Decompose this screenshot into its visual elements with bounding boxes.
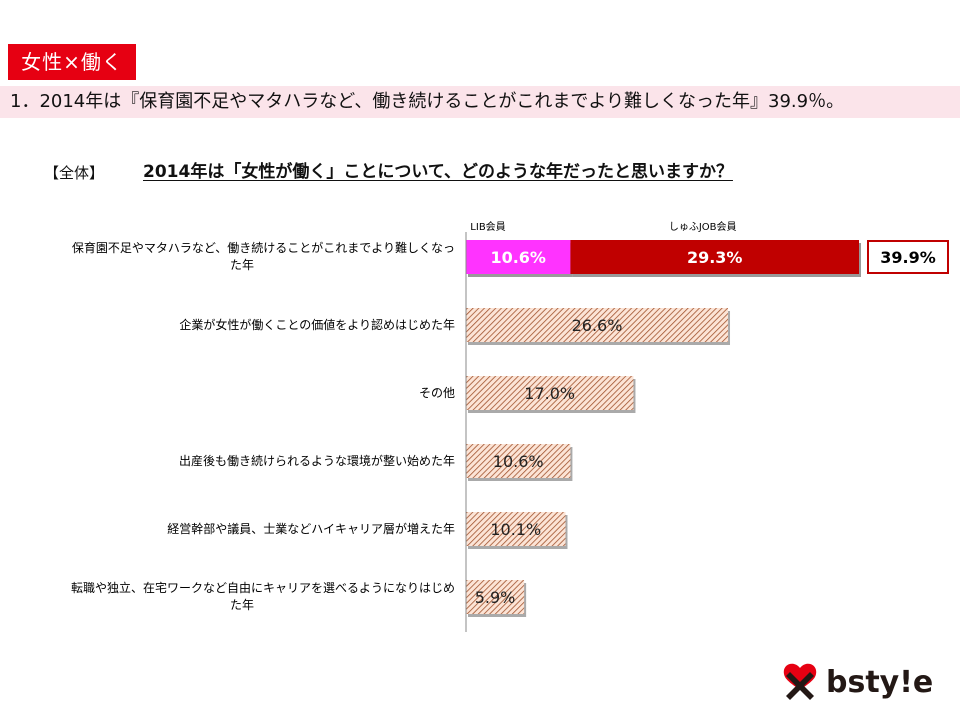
- bstyle-logo: bsty!e: [780, 662, 933, 702]
- data-label: 10.1%: [490, 520, 541, 539]
- logo-mark-icon: [783, 663, 817, 700]
- chart-question: 2014年は「女性が働く」ことについて、どのような年だったと思いますか？: [143, 162, 733, 182]
- topic-tag: 女性×働く: [8, 44, 136, 80]
- bar: [466, 308, 729, 342]
- headline: 1．2014年は『保育園不足やマタハラなど、働き続けることがこれまでより難しくな…: [10, 91, 845, 112]
- data-label: 26.6%: [572, 316, 623, 335]
- logo-text: bsty!e: [826, 664, 934, 700]
- data-label: 17.0%: [524, 384, 575, 403]
- bar-segment: [466, 240, 571, 274]
- legend-label: しゅふJOB会員: [669, 220, 737, 233]
- category-label: 経営幹部や議員、士業などハイキャリア層が増えた年: [167, 521, 455, 536]
- total-box: [867, 240, 949, 274]
- headline-bar: [0, 86, 960, 118]
- section-label: 【全体】: [44, 164, 105, 182]
- category-label: 企業が女性が働くことの価値をより認めはじめた年: [179, 317, 455, 332]
- category-label-cont: た年: [230, 258, 254, 272]
- data-label: 5.9%: [475, 588, 516, 607]
- bar-segment: [570, 240, 860, 274]
- data-label: 10.6%: [490, 248, 546, 267]
- bar: [466, 512, 566, 546]
- total-label: 39.9%: [880, 248, 936, 267]
- category-label: 転職や独立、在宅ワークなど自由にキャリアを選べるようになりはじめ: [71, 580, 455, 595]
- category-label: 出産後も働き続けられるような環境が整い始めた年: [179, 453, 455, 468]
- category-label: その他: [419, 386, 455, 400]
- data-label: 10.6%: [493, 452, 544, 471]
- category-label: 保育園不足やマタハラなど、働き続けることがこれまでより難しくなっ: [72, 240, 455, 255]
- legend-label: LIB会員: [470, 220, 505, 233]
- category-label-cont: た年: [230, 598, 254, 612]
- bar: [466, 444, 571, 478]
- bar: [466, 580, 525, 614]
- bar: [466, 376, 634, 410]
- data-label: 29.3%: [687, 248, 743, 267]
